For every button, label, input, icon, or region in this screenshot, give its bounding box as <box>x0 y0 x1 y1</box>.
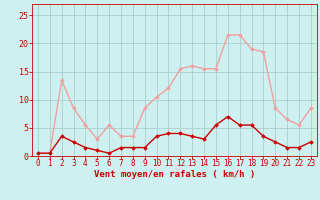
X-axis label: Vent moyen/en rafales ( km/h ): Vent moyen/en rafales ( km/h ) <box>94 170 255 179</box>
